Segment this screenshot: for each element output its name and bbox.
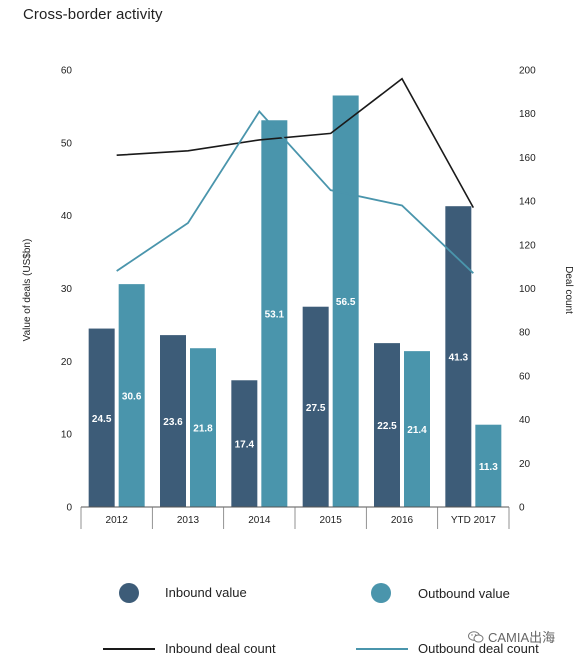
- y-tick-label: 0: [66, 503, 72, 514]
- inbound-bar: [88, 328, 115, 507]
- y2-tick-label: 180: [519, 109, 536, 120]
- y2-axis-title: Deal count: [563, 266, 574, 314]
- legend-outbound-label: Outbound value: [418, 586, 510, 601]
- legend-inbound-count-label: Inbound deal count: [165, 641, 276, 656]
- outbound-bar: [190, 348, 216, 507]
- outbound-bar: [118, 284, 145, 507]
- lines-layer: [116, 77, 475, 274]
- inbound-count-line: [116, 77, 475, 209]
- x-tick-label: YTD 2017: [451, 515, 496, 526]
- bar-value-label: 11.3: [479, 462, 498, 473]
- y2-tick-label: 140: [519, 197, 536, 208]
- wechat-icon: [468, 630, 484, 642]
- inbound-bar: [374, 343, 400, 507]
- y2-tick-label: 40: [519, 415, 531, 426]
- outbound-count-line: [116, 110, 474, 274]
- y-axis-title: Value of deals (US$bn): [22, 239, 33, 342]
- bar-value-label: 41.3: [449, 353, 469, 364]
- legend-outbound-count-swatch: [356, 648, 408, 650]
- inbound-bar: [302, 306, 329, 507]
- legend-outbound-swatch: [371, 583, 391, 603]
- outbound-bar: [332, 95, 359, 507]
- bar-value-label: 53.1: [265, 310, 285, 321]
- y-tick-label: 20: [61, 357, 73, 368]
- y-tick-label: 60: [61, 66, 73, 77]
- inbound-bar: [231, 380, 258, 507]
- y2-tick-label: 160: [519, 153, 536, 164]
- x-tick-label: 2016: [391, 515, 414, 526]
- x-tick-label: 2014: [248, 515, 271, 526]
- y-tick-label: 40: [61, 211, 73, 222]
- y2-tick-label: 20: [519, 459, 531, 470]
- bars-layer: 24.5 30.6 23.6 21.8 17.4 53.1 27.5 56.5 22.5 21.4…: [88, 95, 502, 507]
- inbound-bar: [445, 206, 472, 507]
- y2-tick-label: 100: [519, 284, 536, 295]
- y2-tick-label: 120: [519, 240, 536, 251]
- y2-tick-label: 60: [519, 371, 531, 382]
- x-tick-label: 2013: [177, 515, 200, 526]
- axes-layer: 2012 2013 2014 2015 2016 YTD 2017 0 10 20 30 40 50 6…: [22, 66, 574, 529]
- legend-inbound-count-swatch: [103, 648, 155, 650]
- legend-inbound-swatch: [119, 583, 139, 603]
- bar-value-label: 21.4: [407, 425, 427, 436]
- outbound-bar: [475, 424, 502, 507]
- x-tick-label: 2012: [106, 515, 129, 526]
- y2-tick-label: 200: [519, 66, 536, 77]
- bar-value-label: 24.5: [92, 414, 112, 425]
- bar-value-label: 17.4: [235, 440, 255, 451]
- x-tick-label: 2015: [320, 515, 343, 526]
- bar-value-label: 27.5: [306, 403, 326, 414]
- y2-tick-label: 0: [519, 503, 525, 514]
- y-tick-label: 10: [61, 430, 73, 441]
- chart-title: Cross-border activity: [23, 6, 163, 23]
- bar-value-label: 30.6: [122, 392, 142, 403]
- outbound-bar: [404, 351, 430, 507]
- y-tick-label: 50: [61, 138, 73, 149]
- watermark: CAMIA出海: [468, 627, 555, 646]
- y2-tick-label: 80: [519, 328, 531, 339]
- bar-value-label: 56.5: [336, 297, 356, 308]
- y-tick-label: 30: [61, 284, 73, 295]
- inbound-bar: [160, 335, 186, 507]
- outbound-bar: [261, 120, 288, 507]
- legend-outbound-count-label: Outbound deal count: [418, 641, 539, 656]
- legend-inbound-label: Inbound value: [165, 585, 247, 600]
- watermark-text: CAMIA出海: [488, 630, 556, 645]
- bar-value-label: 22.5: [377, 421, 397, 432]
- bar-value-label: 21.8: [193, 424, 213, 435]
- bar-value-label: 23.6: [163, 417, 183, 428]
